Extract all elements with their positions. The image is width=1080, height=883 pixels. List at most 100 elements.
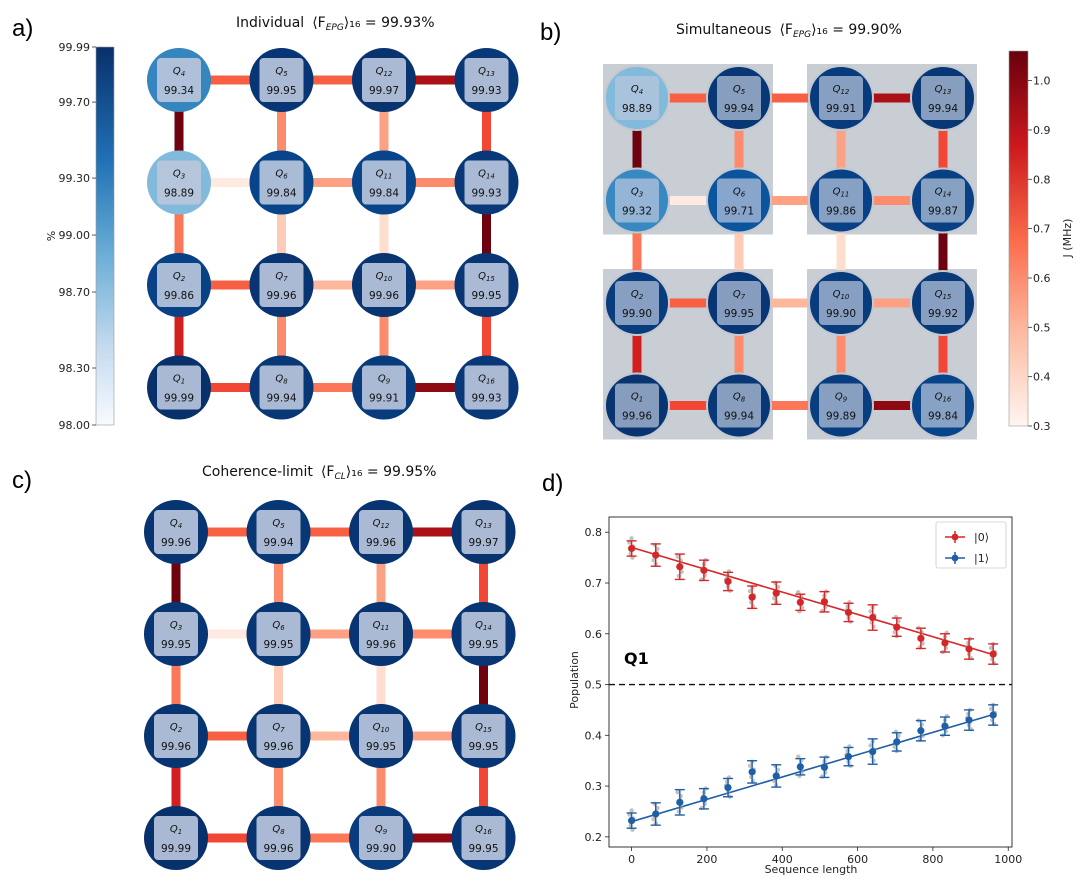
qubit-label-box (921, 281, 965, 325)
data-point-series-0 (627, 544, 636, 553)
qubit-label-box (259, 263, 304, 307)
qubit-fidelity-value: 99.32 (622, 206, 652, 218)
qubit-fidelity-value: 99.93 (471, 85, 501, 97)
data-point-series-0 (820, 598, 829, 606)
qubit-fidelity-value: 99.95 (724, 308, 754, 320)
qubit-label-box (615, 281, 659, 325)
qubit-label-box (461, 816, 506, 860)
qubit-fidelity-value: 99.97 (468, 537, 498, 549)
qubit-fidelity-value: 99.97 (369, 85, 399, 97)
fidelity-colorbar: % 99.99 99.70 99.30 99.00 98.70 98.30 98.00 (45, 41, 115, 432)
qubit-fidelity-value: 99.34 (164, 85, 194, 97)
raw-sample-point (651, 816, 656, 822)
qubit-label-box (259, 160, 304, 205)
data-point-series-1 (941, 722, 949, 730)
qubit-fidelity-value: 99.95 (266, 85, 296, 97)
qubit-fidelity-value: 99.90 (826, 308, 856, 320)
qubit-fidelity-value: 99.96 (263, 843, 293, 855)
qubit-fidelity-value: 99.95 (471, 290, 501, 302)
qubit-label-box (154, 612, 198, 656)
qubit-label-box (819, 281, 863, 325)
qubit-label-box (464, 58, 509, 102)
qubit-label-box (717, 383, 761, 428)
raw-sample-point (675, 789, 680, 795)
colorbar-tick-label: 0.8 (1033, 173, 1051, 186)
colorbar-tick-label: 99.00 (59, 229, 91, 242)
panel-a-title: Individual ⟨FEPG⟩₁₆ = 99.93% (236, 15, 435, 33)
data-point-series-0 (700, 566, 708, 574)
qubit-label-box (362, 58, 406, 102)
qubit-fidelity-value: 98.89 (622, 103, 652, 115)
data-point-series-0 (917, 634, 925, 642)
qubit-fidelity-value: 99.96 (161, 537, 191, 549)
qubit-fidelity-value: 99.86 (826, 206, 856, 218)
raw-sample-point (771, 778, 777, 784)
qubit-fidelity-value: 99.96 (366, 537, 396, 549)
qubit-label-box (615, 76, 659, 120)
qubit-fidelity-value: 99.96 (369, 290, 399, 302)
raw-sample-point (896, 618, 901, 624)
data-point-series-0 (893, 623, 901, 631)
data-point-series-1 (820, 763, 829, 771)
colorbar-tick-label: 0.7 (1033, 223, 1051, 236)
raw-sample-point (747, 763, 753, 768)
data-point-series-1 (676, 798, 684, 806)
data-point-series-1 (796, 763, 804, 771)
qubit-label-box (615, 178, 659, 223)
qubit-fidelity-value: 99.92 (928, 308, 958, 320)
fit-line-0 (631, 546, 994, 656)
qubit-label-box (359, 816, 403, 860)
x-tick-label: 0 (628, 853, 635, 866)
data-point-series-1 (772, 772, 780, 780)
data-point-series-0 (869, 613, 877, 622)
raw-sample-point (988, 706, 994, 712)
qubit-fidelity-value: 99.91 (826, 103, 856, 115)
qubit-label-box (921, 76, 965, 120)
legend-label: |1⟩ (974, 552, 989, 565)
qubit-label-box (154, 510, 198, 554)
x-tick-label: 200 (696, 853, 717, 866)
legend-swatch-dot (951, 554, 959, 562)
raw-sample-point (896, 733, 901, 739)
qubit-label-box (157, 263, 201, 307)
fit-line-1 (631, 713, 994, 823)
qubit-fidelity-value: 99.95 (468, 741, 498, 753)
legend: |0⟩ |1⟩ (935, 521, 1007, 569)
qubit-label-box (154, 714, 198, 758)
qubit-label-box (461, 510, 506, 554)
colorbar-tick-label: 98.30 (59, 362, 91, 375)
colorbar-tick-label: 0.3 (1033, 420, 1051, 433)
colorbar-tick-label: 98.70 (59, 286, 91, 299)
panel-b-letter: b) (540, 19, 561, 46)
y-tick-label: 0.2 (585, 831, 603, 844)
qubit-label-box (157, 160, 201, 205)
colorbar-tick-label: 98.00 (59, 419, 91, 432)
panel-c-letter: c) (12, 467, 32, 494)
y-tick-label: 0.4 (585, 729, 603, 742)
qubit-fidelity-value: 99.94 (263, 537, 293, 549)
colorbar-tick-label: 0.9 (1033, 124, 1051, 137)
qubit-fidelity-value: 99.90 (622, 308, 652, 320)
qubit-label-box (362, 160, 406, 205)
qubit-label-box (256, 612, 301, 656)
raw-sample-point (651, 557, 656, 563)
raw-sample-point (629, 536, 634, 541)
